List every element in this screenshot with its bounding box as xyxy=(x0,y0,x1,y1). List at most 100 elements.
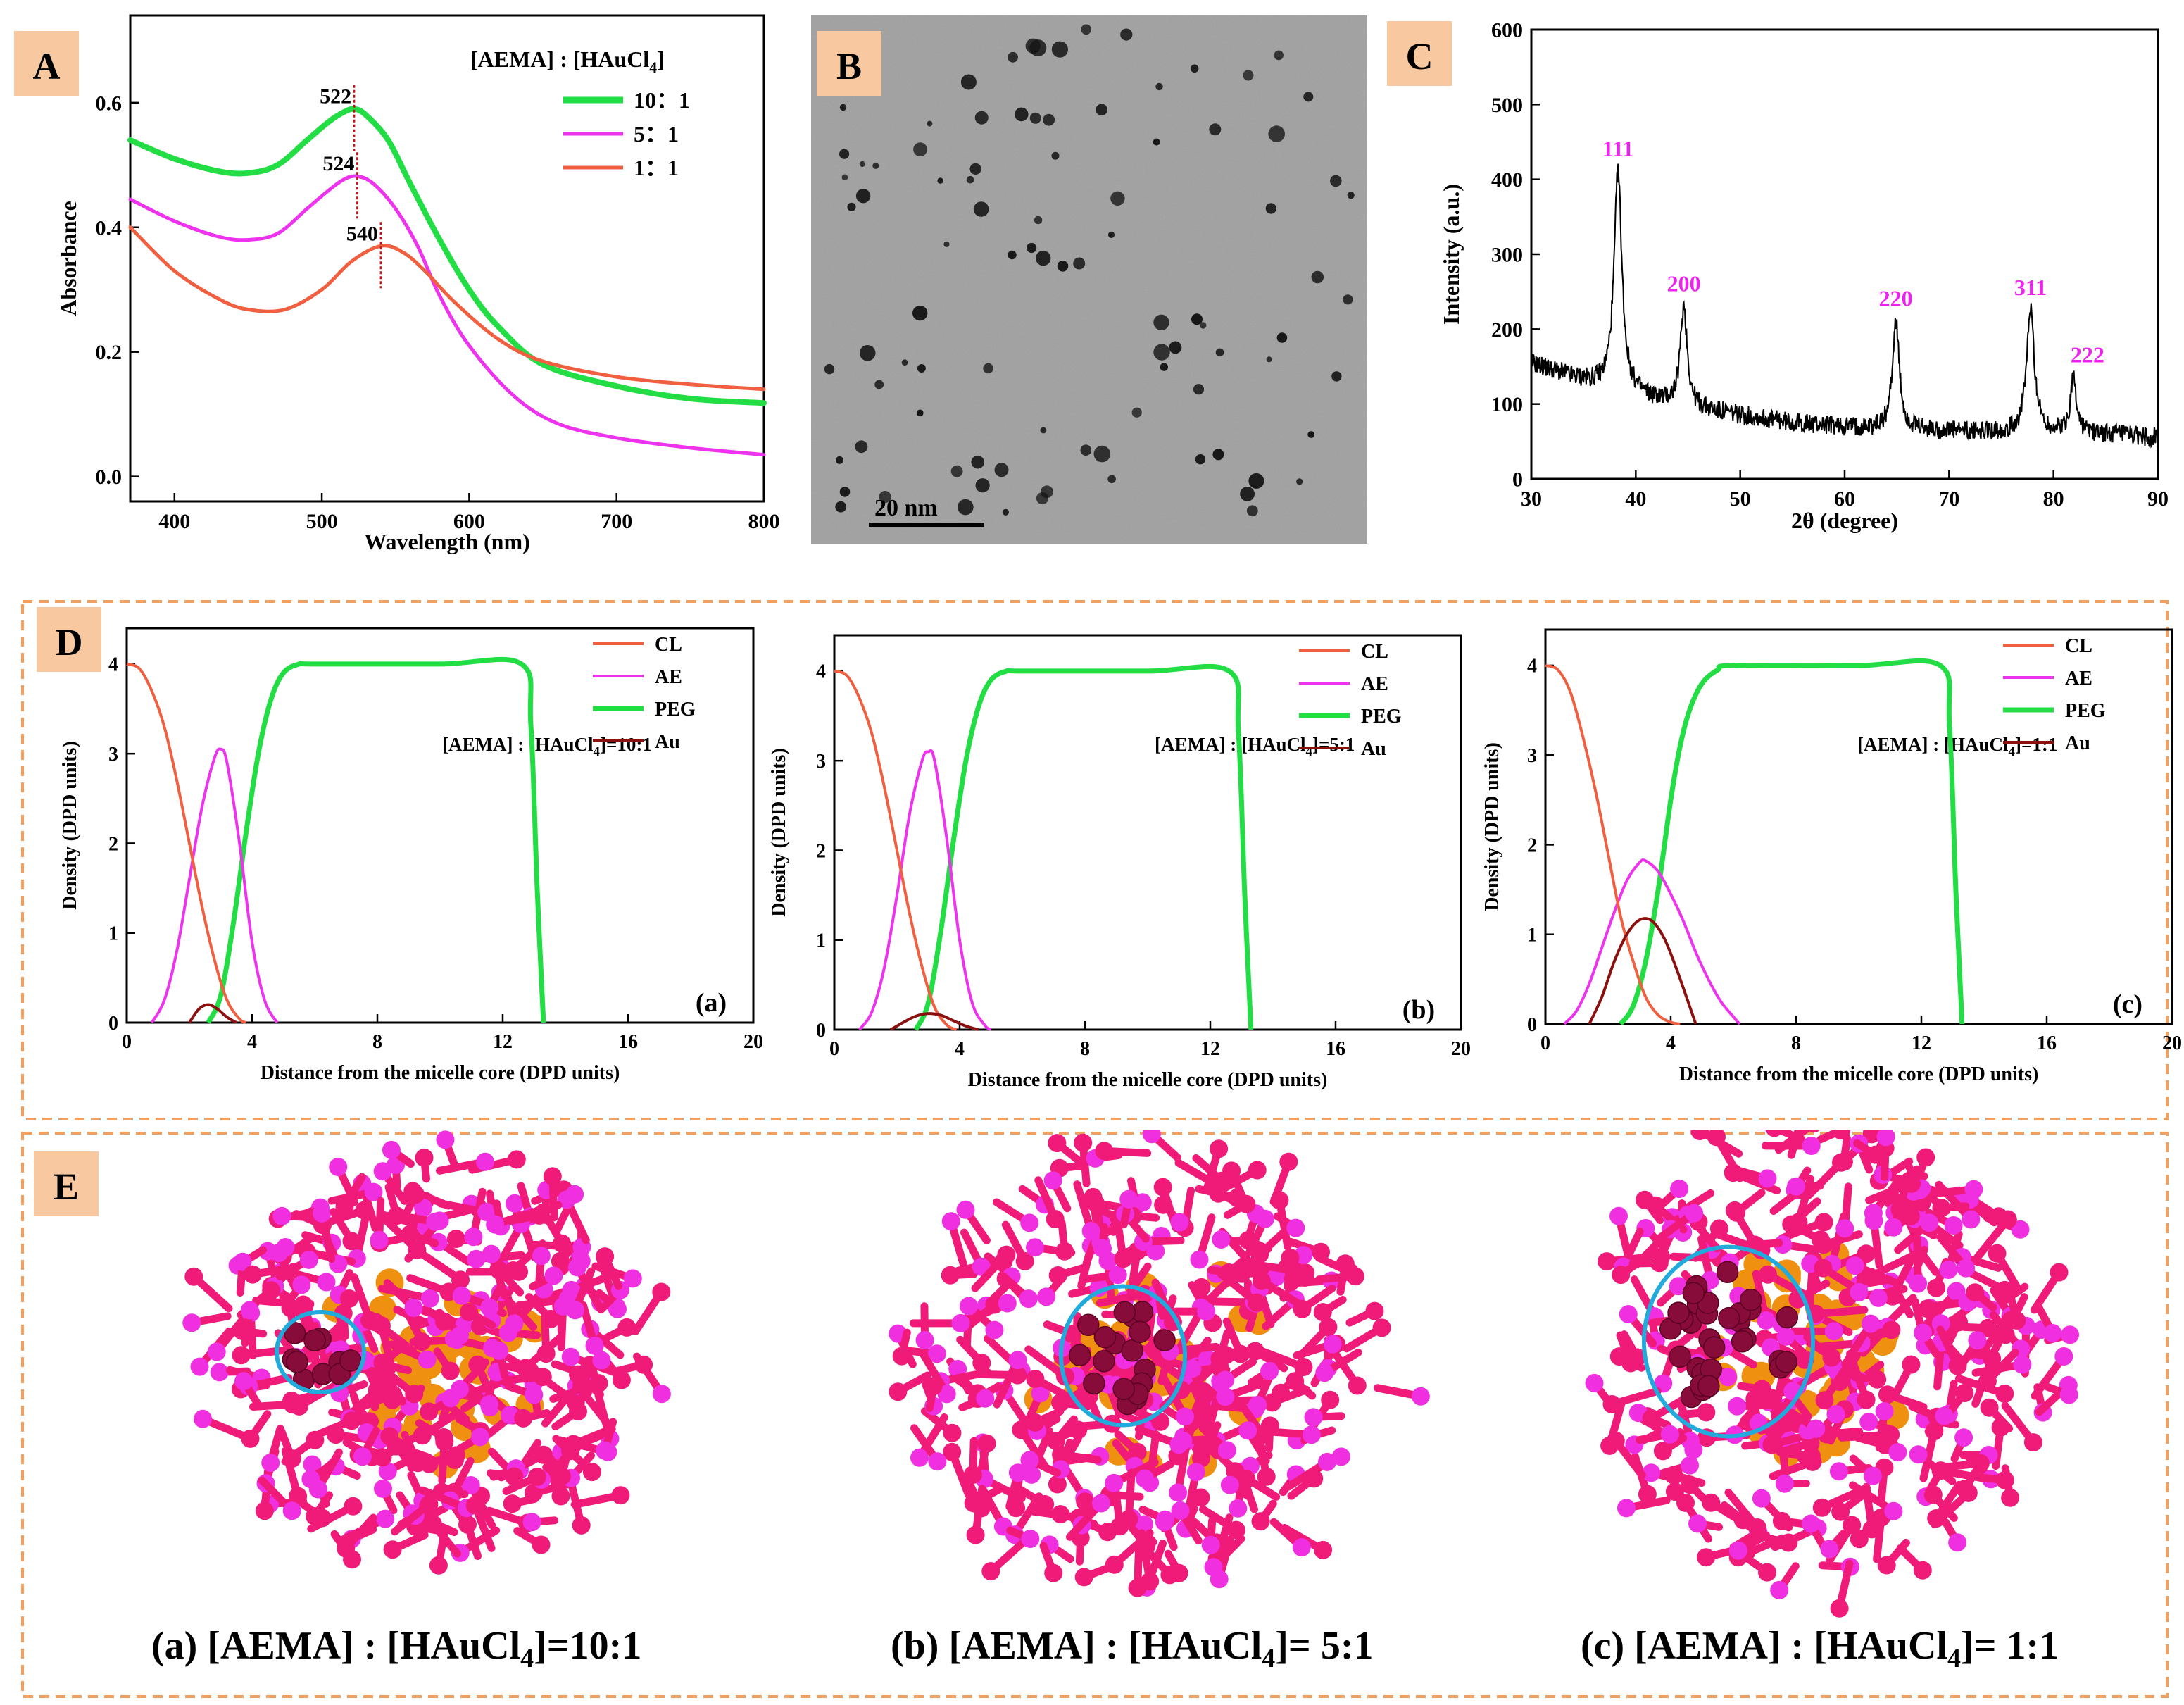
polymer-bead xyxy=(951,1313,970,1332)
polymer-bead xyxy=(1619,1305,1638,1324)
polymer-bead xyxy=(1600,1436,1619,1455)
nanoparticle xyxy=(1347,192,1355,199)
series-line-10-1 xyxy=(127,106,767,406)
polymer-bead xyxy=(1752,1489,1771,1508)
polymer-bead xyxy=(551,1251,570,1270)
polymer-bead xyxy=(1026,1238,1044,1257)
nanoparticle xyxy=(1051,41,1068,58)
polymer-bead xyxy=(1826,1405,1845,1424)
polymer-bead xyxy=(1204,1558,1223,1577)
polymer-bead xyxy=(1995,1280,2014,1299)
x-tick-label: 30 xyxy=(1521,487,1542,511)
chart-a-peak-annotations: 522 524 540 xyxy=(320,85,382,289)
ratio-label-a: [AEMA] : [HAuCl4]=10:1 xyxy=(442,734,652,759)
nanoparticle xyxy=(1153,344,1170,361)
polymer-bead xyxy=(355,1201,374,1220)
polymer-bead xyxy=(1108,1266,1127,1285)
polymer-bead xyxy=(194,1409,212,1428)
polymer-bead xyxy=(1957,1259,1976,1278)
polymer-bead xyxy=(1966,1283,1985,1302)
x-tick-label: 4 xyxy=(955,1038,965,1060)
density-curve-peg xyxy=(206,656,546,1024)
polymer-bead xyxy=(207,1342,226,1361)
panel-b-tem-image: B 20 nm xyxy=(811,15,1367,544)
polymer-bead xyxy=(541,1309,560,1328)
gold-bead xyxy=(1112,1378,1135,1401)
y-tick-label: 3 xyxy=(1527,745,1537,767)
y-tick-label: 0 xyxy=(108,1013,118,1035)
polymer-bead xyxy=(272,1206,291,1225)
polymer-bead xyxy=(997,1245,1016,1264)
legend-entry-label: CL xyxy=(655,634,682,656)
series-line-1-1 xyxy=(128,225,766,392)
nanoparticle xyxy=(1191,313,1203,325)
polymer-bead xyxy=(301,1470,320,1489)
y-axis-label: Absorbance xyxy=(56,201,81,316)
nanoparticle xyxy=(1131,407,1142,418)
tem-scale-label: 20 nm xyxy=(874,495,938,521)
polymer-bead xyxy=(612,1370,631,1389)
polymer-bead xyxy=(406,1185,425,1204)
y-tick-label: 3 xyxy=(108,744,118,766)
nanoparticle xyxy=(1025,38,1041,54)
polymer-bead xyxy=(972,1354,991,1373)
x-tick-label: 60 xyxy=(1834,487,1855,511)
polymer-bead xyxy=(289,1487,308,1506)
polymer-bond xyxy=(1774,1130,1812,1154)
polymer-bead xyxy=(467,1249,486,1268)
polymer-bead xyxy=(1762,1435,1781,1454)
panel-tag-a xyxy=(14,31,79,96)
gold-bead xyxy=(1093,1350,1115,1373)
chart-a-series xyxy=(127,106,767,457)
polymer-bead xyxy=(1302,1425,1321,1444)
polymer-bead xyxy=(551,1487,570,1506)
polymer-bead xyxy=(1252,1271,1271,1290)
polymer-bead xyxy=(1998,1210,2017,1229)
polymer-bead xyxy=(1638,1485,1657,1504)
polymer-bead xyxy=(210,1363,229,1382)
y-axis-label: Intensity (a.u.) xyxy=(1438,184,1464,325)
polymer-bead xyxy=(1850,1282,1869,1301)
polymer-bead xyxy=(1156,1510,1174,1529)
legend-entry-label: AE xyxy=(1361,673,1388,695)
polymer-bead xyxy=(418,1350,437,1369)
polymer-bead xyxy=(378,1462,397,1481)
polymer-bead xyxy=(1882,1320,1901,1339)
nanoparticle xyxy=(1303,92,1314,102)
nanoparticle xyxy=(839,149,850,159)
polymer-bead xyxy=(1319,1318,1338,1337)
polymer-bead xyxy=(1859,1413,1878,1431)
density-subplot-c: [AEMA] : [HAuCl4]=1:1 0 4 8 12 16 2001234Dist… xyxy=(1481,628,2182,1085)
polymer-bead xyxy=(464,1228,483,1247)
x-tick-label: 40 xyxy=(1625,487,1646,511)
polymer-bead xyxy=(283,1395,302,1414)
nanoparticle xyxy=(1169,341,1182,354)
polymer-bead xyxy=(1318,1452,1336,1471)
polymer-bead xyxy=(1807,1130,1820,1133)
polymer-bead xyxy=(1927,1509,1946,1528)
polymer-bead xyxy=(1585,1373,1604,1392)
polymer-bead xyxy=(1598,1252,1617,1271)
nanoparticle xyxy=(1193,384,1205,395)
polymer-bead xyxy=(339,1289,358,1308)
subplot-label: (b) xyxy=(1402,995,1435,1025)
x-tick-label: 400 xyxy=(158,510,190,533)
nanoparticle xyxy=(1215,348,1224,357)
polymer-bead xyxy=(1747,1518,1766,1537)
polymer-bead xyxy=(344,1497,363,1516)
polymer-bead xyxy=(1707,1130,1726,1147)
micelle-caption-a: (a) [AEMA] : [HAuCl4]=10:1 xyxy=(151,1624,641,1673)
polymer-bead xyxy=(937,1385,956,1404)
polymer-bead xyxy=(1815,1391,1834,1410)
polymer-bead xyxy=(1932,1199,1951,1218)
xrd-peak-label: 222 xyxy=(2071,342,2104,367)
x-tick-label: 12 xyxy=(1912,1032,1931,1054)
x-tick-label: 16 xyxy=(618,1031,638,1053)
x-tick-label: 16 xyxy=(2037,1032,2057,1054)
panel-letter-d: D xyxy=(56,621,83,663)
polymer-bead xyxy=(1765,1130,1783,1137)
y-tick-label: 1 xyxy=(108,923,118,945)
chart-c-peak-labels: 111 200 220 311 222 xyxy=(1602,136,2104,367)
polymer-bead xyxy=(182,1313,201,1332)
nanoparticle xyxy=(974,111,989,125)
